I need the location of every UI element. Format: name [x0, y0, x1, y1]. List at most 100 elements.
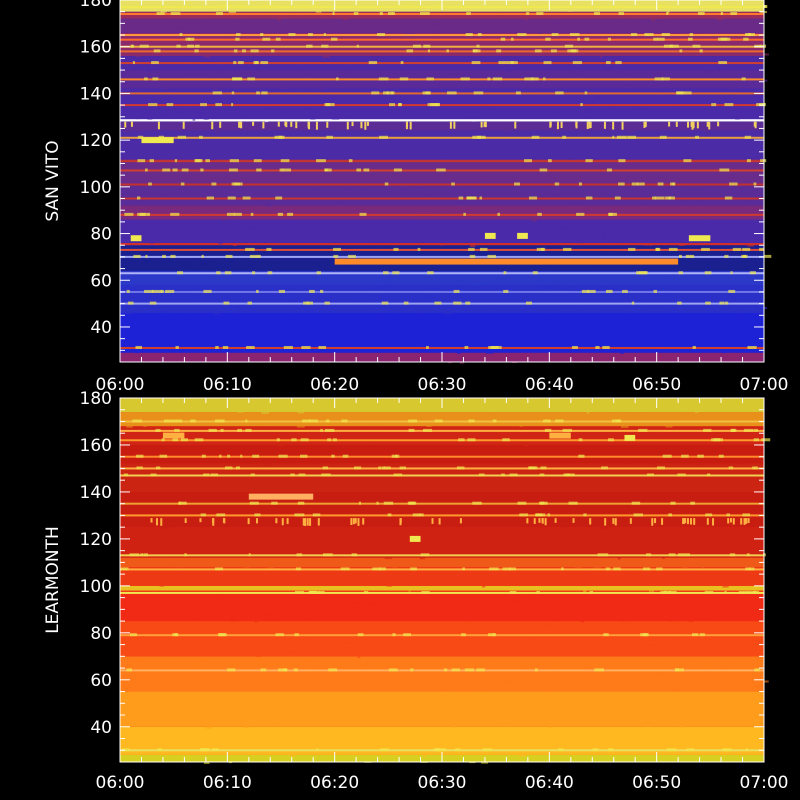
noise-speckle — [481, 245, 488, 248]
noise-speckle — [238, 528, 246, 531]
emission-speck — [200, 748, 208, 752]
emission-speck — [260, 668, 267, 672]
noise-speckle — [181, 230, 190, 233]
noise-speckle — [707, 732, 714, 735]
emission-speck — [663, 590, 672, 594]
noise-speckle — [744, 309, 747, 312]
noise-speckle — [558, 294, 564, 297]
noise-speckle — [195, 617, 201, 620]
noise-speckle — [362, 740, 369, 743]
emission-speck — [460, 77, 470, 81]
emission-speck — [699, 633, 705, 637]
noise-speckle — [351, 419, 356, 422]
noise-speckle — [543, 27, 549, 30]
emission-speck — [300, 438, 309, 442]
noise-speckle — [329, 713, 334, 716]
noise-speckle — [294, 93, 303, 96]
burst-spike — [160, 518, 163, 526]
noise-speckle — [684, 746, 691, 749]
noise-speckle — [371, 422, 379, 425]
emission-line — [120, 160, 764, 163]
emission-speck — [464, 345, 469, 349]
noise-speckle — [579, 277, 583, 280]
noise-speckle — [246, 413, 251, 416]
emission-speck — [403, 301, 409, 305]
noise-speckle — [743, 56, 750, 59]
emission-speck — [326, 135, 333, 139]
noise-speckle — [707, 613, 715, 616]
noise-speckle — [540, 89, 546, 92]
burst-spike — [686, 518, 689, 525]
noise-speckle — [745, 134, 750, 137]
noise-speckle — [180, 473, 186, 476]
emission-speck — [676, 91, 686, 95]
noise-speckle — [723, 89, 730, 92]
noise-speckle — [629, 462, 632, 465]
noise-speckle — [661, 345, 666, 348]
noise-speckle — [651, 721, 659, 724]
noise-speckle — [585, 399, 589, 402]
noise-speckle — [470, 699, 477, 702]
noise-speckle — [652, 224, 660, 227]
noise-speckle — [210, 570, 214, 573]
noise-speckle — [505, 69, 512, 72]
emission-speck — [690, 501, 696, 505]
emission-speck — [324, 301, 330, 305]
emission-speck — [124, 212, 134, 216]
emission-speck — [208, 428, 217, 432]
emission-speck — [274, 135, 283, 139]
noise-speckle — [194, 177, 201, 180]
noise-speckle — [381, 479, 390, 482]
burst — [517, 232, 528, 239]
emission-speck — [585, 159, 593, 163]
noise-speckle — [601, 575, 606, 578]
noise-speckle — [470, 422, 477, 425]
emission-speck — [280, 159, 290, 163]
noise-speckle — [342, 569, 349, 572]
emission-speck — [278, 668, 287, 672]
noise-speckle — [697, 542, 704, 545]
noise-speckle — [599, 742, 607, 745]
y-tick-label: 180 — [80, 0, 112, 11]
noise-speckle — [197, 523, 200, 526]
emission-speck — [519, 513, 529, 517]
noise-speckle — [391, 180, 398, 183]
noise-speckle — [671, 612, 677, 615]
emission-speck — [536, 247, 544, 251]
emission-speck — [487, 254, 496, 258]
y-tick-label: 160 — [80, 38, 112, 58]
noise-speckle — [134, 731, 138, 734]
noise-speckle — [304, 58, 307, 61]
y-tick-label: 120 — [80, 530, 112, 550]
noise-speckle — [497, 600, 503, 603]
noise-speckle — [710, 639, 713, 642]
noise-speckle — [511, 581, 517, 584]
noise-speckle — [177, 601, 183, 604]
emission-speck — [419, 12, 430, 16]
noise-speckle — [159, 624, 166, 627]
noise-speckle — [583, 586, 591, 589]
emission-line — [120, 302, 764, 305]
emission-speck — [217, 633, 226, 637]
noise-speckle — [281, 145, 287, 148]
noise-speckle — [478, 577, 485, 580]
noise-speckle — [540, 286, 548, 289]
emission-speck — [675, 668, 685, 672]
noise-speckle — [481, 761, 489, 764]
emission-speck — [275, 196, 283, 200]
noise-speckle — [345, 70, 350, 73]
noise-speckle — [568, 674, 574, 677]
noise-speckle — [611, 106, 616, 109]
noise-speckle — [206, 4, 213, 7]
noise-speckle — [551, 27, 558, 30]
frequency-band — [120, 585, 764, 591]
emission-speck — [152, 289, 162, 293]
noise-speckle — [757, 519, 762, 522]
x-tick-label: 06:50 — [632, 375, 681, 395]
emission-speck — [173, 419, 183, 423]
noise-speckle — [130, 284, 136, 287]
noise-speckle — [567, 77, 572, 80]
noise-speckle — [203, 81, 209, 84]
emission-speck — [760, 159, 767, 163]
noise-speckle — [299, 154, 302, 157]
